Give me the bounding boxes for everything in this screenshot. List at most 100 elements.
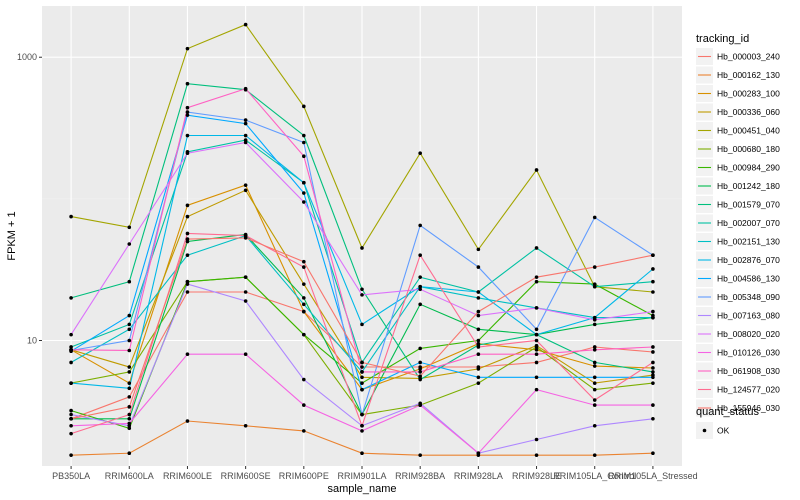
data-point	[651, 253, 655, 258]
legend-item: Hb_124577_020	[696, 381, 780, 398]
x-tick-label: RRIM600LE	[163, 471, 212, 481]
data-point	[127, 370, 132, 374]
data-point	[476, 309, 481, 314]
data-point	[592, 453, 597, 457]
data-point	[243, 86, 248, 91]
legend: tracking_id Hb_000003_240Hb_000162_130Hb…	[696, 33, 780, 439]
legend-label: Hb_007163_080	[717, 311, 780, 321]
data-point	[592, 381, 597, 385]
data-point	[127, 313, 132, 318]
data-point	[185, 290, 190, 294]
data-point	[476, 313, 481, 318]
shape-legend-label: OK	[717, 426, 730, 436]
data-point	[651, 375, 655, 380]
data-point	[185, 253, 190, 258]
data-point	[69, 214, 73, 219]
data-point	[185, 231, 190, 236]
data-point	[243, 140, 248, 145]
data-point	[592, 345, 597, 349]
data-point	[476, 296, 481, 300]
data-point	[302, 302, 306, 307]
data-point	[476, 327, 481, 332]
data-point	[651, 279, 655, 284]
x-tick-label: RRIM105LA_Control	[553, 471, 636, 481]
data-point	[651, 403, 655, 407]
data-point	[651, 451, 655, 456]
data-point	[243, 188, 248, 193]
data-point	[476, 338, 481, 343]
y-axis-ticks: 10 1000	[17, 52, 42, 346]
data-point	[476, 451, 481, 456]
data-point	[243, 352, 248, 357]
data-point	[534, 345, 539, 349]
data-point	[534, 275, 539, 279]
data-point	[418, 403, 422, 407]
data-point	[534, 246, 539, 250]
data-point	[302, 154, 306, 159]
data-point	[592, 347, 597, 352]
data-point	[476, 265, 481, 269]
legend-label: Hb_000680_180	[717, 144, 780, 154]
data-point	[360, 429, 364, 433]
shape-legend-point	[702, 428, 707, 433]
data-point	[476, 352, 481, 357]
y-tick-label: 1000	[17, 52, 37, 62]
data-point	[651, 290, 655, 294]
data-point	[127, 405, 132, 409]
data-point	[185, 282, 190, 286]
data-point	[651, 366, 655, 370]
data-point	[418, 253, 422, 258]
data-point	[127, 225, 132, 230]
data-point	[651, 345, 655, 349]
legend-label: Hb_155946_030	[717, 403, 780, 413]
data-point	[651, 315, 655, 320]
data-point	[534, 387, 539, 392]
data-point	[476, 367, 481, 371]
legend-title: tracking_id	[696, 33, 749, 45]
data-point	[302, 200, 306, 204]
data-point	[360, 360, 364, 365]
x-axis-title: sample_name	[327, 483, 396, 495]
data-point	[69, 347, 73, 352]
data-point	[418, 275, 422, 279]
legend-item: Hb_000680_180	[696, 140, 780, 158]
legend-item: Hb_001579_070	[696, 196, 780, 213]
data-point	[360, 387, 364, 392]
x-tick-label: PB350LA	[52, 471, 90, 481]
data-point	[418, 284, 422, 289]
data-point	[185, 81, 190, 86]
data-point	[651, 360, 655, 365]
x-tick-label: RRIM105LA_Stressed	[608, 471, 698, 481]
data-point	[360, 375, 364, 380]
data-point	[69, 423, 73, 428]
legend-item: Hb_002007_070	[696, 214, 780, 232]
data-point	[185, 419, 190, 423]
data-point	[476, 345, 481, 349]
data-point	[534, 338, 539, 343]
x-tick-label: RRIM928LE	[512, 471, 561, 481]
data-point	[534, 437, 539, 442]
data-point	[243, 275, 248, 279]
data-point	[302, 191, 306, 195]
legend-item: Hb_000283_100	[696, 85, 780, 102]
shape-legend-title: quant_status	[696, 406, 759, 418]
legend-item: Hb_000336_060	[696, 103, 780, 121]
legend-item: Hb_001242_180	[696, 177, 780, 195]
data-point	[476, 290, 481, 294]
legend-label: Hb_010126_030	[717, 348, 780, 358]
grid-major	[42, 6, 682, 466]
data-point	[534, 279, 539, 284]
data-point	[592, 375, 597, 380]
legend-label: Hb_124577_020	[717, 385, 780, 395]
legend-item: Hb_007163_080	[696, 307, 780, 324]
legend-item: Hb_002876_070	[696, 251, 780, 269]
data-point	[185, 203, 190, 208]
x-tick-label: RRIM600PE	[279, 471, 329, 481]
data-point	[243, 22, 248, 27]
data-point	[69, 453, 73, 457]
data-point	[302, 332, 306, 337]
data-point	[185, 113, 190, 117]
data-point	[302, 133, 306, 138]
data-point	[418, 453, 422, 457]
